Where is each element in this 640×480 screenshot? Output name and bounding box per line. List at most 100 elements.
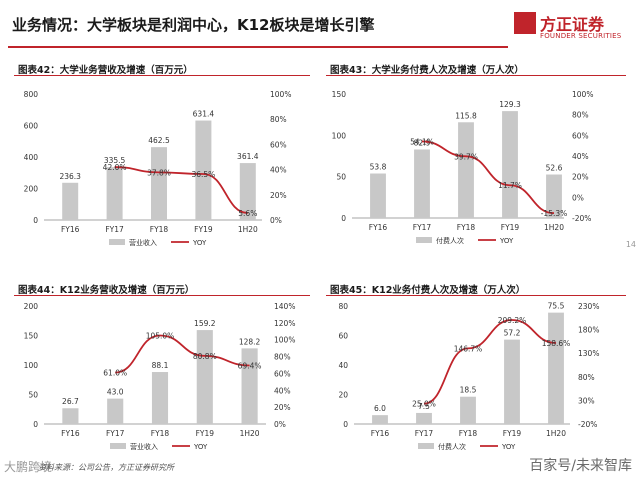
y-tick-label: 40	[338, 361, 348, 370]
bar	[151, 372, 169, 424]
bar-value-label: 82.9	[414, 138, 431, 147]
legend-label: 营业收入	[129, 238, 157, 247]
logo-subtitle: FOUNDER SECURITIES	[540, 32, 622, 40]
x-tick-label: FY16	[61, 429, 80, 438]
x-tick-label: FY17	[106, 429, 125, 438]
y2-tick-label: 130%	[578, 349, 599, 358]
y2-tick-label: 60%	[572, 131, 589, 140]
y-tick-label: 200	[24, 185, 39, 194]
y2-tick-label: 40%	[270, 166, 287, 175]
line-value-label: 69.4%	[238, 362, 262, 371]
x-tick-label: FY16	[61, 225, 80, 234]
y2-tick-label: 80%	[270, 115, 287, 124]
bar-value-label: 115.8	[455, 111, 477, 120]
y-tick-label: 200	[24, 302, 39, 311]
line-value-label: 80.8%	[193, 352, 217, 361]
legend-label: 付费人次	[436, 236, 464, 245]
x-tick-label: FY16	[371, 429, 390, 438]
x-tick-label: FY19	[501, 223, 520, 232]
bar-value-label: 361.4	[237, 152, 259, 161]
panel-divider	[326, 75, 626, 76]
y2-tick-label: 20%	[572, 173, 589, 182]
bar-value-label: 335.5	[104, 156, 126, 165]
x-tick-label: 1H20	[546, 429, 566, 438]
line-value-label: 37.8%	[147, 168, 171, 177]
chart-title-45: 图表45：K12业务付费人次及增速（万人次）	[330, 285, 526, 296]
x-tick-label: FY18	[151, 429, 170, 438]
bar	[151, 147, 167, 220]
bar	[414, 149, 430, 218]
x-tick-label: FY17	[105, 225, 124, 234]
y-tick-label: 100	[332, 131, 347, 140]
y-tick-label: 100	[24, 361, 39, 370]
y-tick-label: 60	[338, 332, 348, 341]
bar-value-label: 631.4	[193, 110, 215, 119]
y-tick-label: 50	[28, 391, 38, 400]
bar-value-label: 43.0	[107, 388, 124, 397]
legend-label: YOY	[501, 443, 516, 451]
x-tick-label: FY18	[457, 223, 476, 232]
x-tick-label: 1H20	[238, 225, 258, 234]
y-tick-label: 400	[24, 153, 39, 162]
bar-value-label: 159.2	[194, 319, 216, 328]
y2-tick-label: 20%	[274, 403, 291, 412]
panel-divider	[14, 75, 310, 76]
header: 业务情况：大学板块是利润中心，K12板块是增长引擎 方正证券 FOUNDER S…	[0, 0, 640, 52]
y2-tick-label: 0%	[274, 420, 286, 429]
legend-label: 付费人次	[438, 442, 466, 451]
bar-value-label: 128.2	[239, 337, 261, 346]
y2-tick-label: 0%	[270, 216, 282, 225]
bar	[241, 348, 258, 424]
panel-divider	[14, 295, 310, 296]
y-tick-label: 50	[336, 173, 346, 182]
page-title: 业务情况：大学板块是利润中心，K12板块是增长引擎	[12, 16, 375, 34]
legend-bar-swatch	[110, 443, 126, 449]
y2-tick-label: 30%	[578, 396, 595, 405]
footer	[0, 452, 640, 480]
bar	[504, 339, 520, 424]
y-tick-label: 600	[24, 122, 39, 131]
bar-value-label: 26.7	[62, 397, 79, 406]
bar-value-label: 129.3	[499, 100, 521, 109]
line-value-label: 39.7%	[454, 152, 478, 161]
yoy-line	[114, 166, 248, 214]
bar-value-label: 6.0	[374, 404, 386, 413]
legend-bar-swatch	[416, 237, 432, 243]
y2-tick-label: 180%	[578, 326, 599, 335]
panel-divider	[326, 295, 626, 296]
line-value-label: 5.6%	[238, 209, 257, 218]
y-tick-label: 0	[341, 214, 346, 223]
x-tick-label: 1H20	[240, 429, 260, 438]
logo-mark-icon	[514, 12, 536, 34]
line-value-label: 36.5%	[191, 170, 215, 179]
x-tick-label: FY19	[196, 429, 215, 438]
y2-tick-label: 140%	[274, 302, 295, 311]
bar	[107, 398, 124, 424]
y-tick-label: 80	[338, 302, 348, 311]
line-value-label: -15.3%	[541, 209, 568, 218]
bar-value-label: 53.8	[370, 163, 387, 172]
chart-title-43: 图表43：大学业务付费人次及增速（万人次）	[330, 65, 524, 76]
bar	[502, 111, 518, 218]
title-underline	[8, 46, 508, 48]
bar	[106, 167, 123, 220]
x-tick-label: FY16	[369, 223, 388, 232]
watermark-left: 大鹏跨境	[4, 460, 53, 474]
y2-tick-label: 100%	[274, 336, 295, 345]
bar-value-label: 7.5	[418, 402, 430, 411]
line-value-label: 11.7%	[498, 181, 522, 190]
y2-tick-label: 40%	[274, 386, 291, 395]
y-tick-label: 0	[33, 420, 38, 429]
chart-title-44: 图表44：K12业务营收及增速（百万元）	[18, 285, 195, 296]
bar	[416, 412, 432, 424]
page-edge-mark: 14	[625, 240, 636, 249]
y2-tick-label: 80%	[578, 373, 595, 382]
bar	[195, 120, 212, 220]
x-tick-label: 1H20	[544, 223, 564, 232]
x-tick-label: FY17	[413, 223, 432, 232]
line-value-label: 105.0%	[146, 332, 175, 341]
legend-bar-swatch	[418, 443, 434, 449]
bar-value-label: 52.6	[546, 164, 563, 173]
y2-tick-label: 60%	[274, 369, 291, 378]
source-note: 资料来源：公司公告，方正证券研究所	[38, 463, 174, 472]
